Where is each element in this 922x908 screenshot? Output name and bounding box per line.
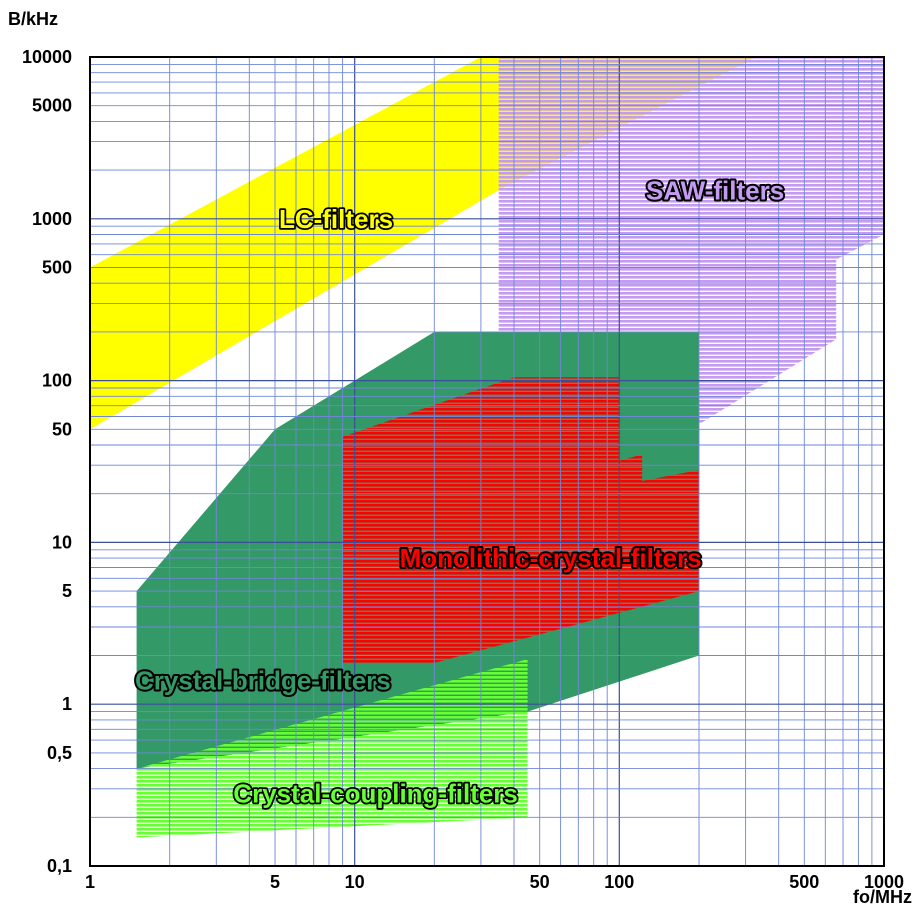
label-monolithic-crystal-filters: Monolithic-crystal-filters <box>400 543 702 573</box>
x-tick-label: 1000 <box>864 872 904 892</box>
x-tick-label: 100 <box>604 872 634 892</box>
region-lc-filters <box>90 57 757 430</box>
x-tick-label: 1 <box>85 872 95 892</box>
label-lc-filters: LC-filters <box>279 204 393 234</box>
x-tick-label: 500 <box>789 872 819 892</box>
y-tick-label: 0,1 <box>47 856 72 876</box>
region-labels: LC-filters SAW-filters Crystal-bridge-filt… <box>133 173 786 810</box>
label-saw-filters: SAW-filters <box>646 175 784 205</box>
y-tick-label: 100 <box>42 371 72 391</box>
x-tick-label: 5 <box>270 872 280 892</box>
x-axis-title: fo/MHz <box>853 887 912 907</box>
y-tick-label: 500 <box>42 258 72 278</box>
y-tick-label: 0,5 <box>47 743 72 763</box>
filter-regions <box>90 57 884 838</box>
x-tick-label: 10 <box>345 872 365 892</box>
y-tick-label: 1000 <box>32 209 72 229</box>
x-tick-label: 50 <box>530 872 550 892</box>
y-tick-label: 10 <box>52 532 72 552</box>
y-axis-title: B/kHz <box>8 9 58 29</box>
plot-border <box>89 56 885 867</box>
y-tick-label: 5 <box>62 581 72 601</box>
y-tick-label: 5000 <box>32 96 72 116</box>
tick-labels: 1 5 10 50 100 500 1000 0,1 0,5 1 5 10 50 100 500 1000 50… <box>22 47 904 892</box>
chart-grid <box>90 57 884 866</box>
label-crystal-bridge-filters: Crystal-bridge-filters <box>135 666 391 696</box>
label-crystal-coupling-filters: Crystal-coupling-filters <box>233 779 518 809</box>
y-tick-label: 1 <box>62 694 72 714</box>
y-tick-label: 50 <box>52 419 72 439</box>
chart-frame <box>89 56 885 867</box>
y-tick-label: 10000 <box>22 47 72 67</box>
